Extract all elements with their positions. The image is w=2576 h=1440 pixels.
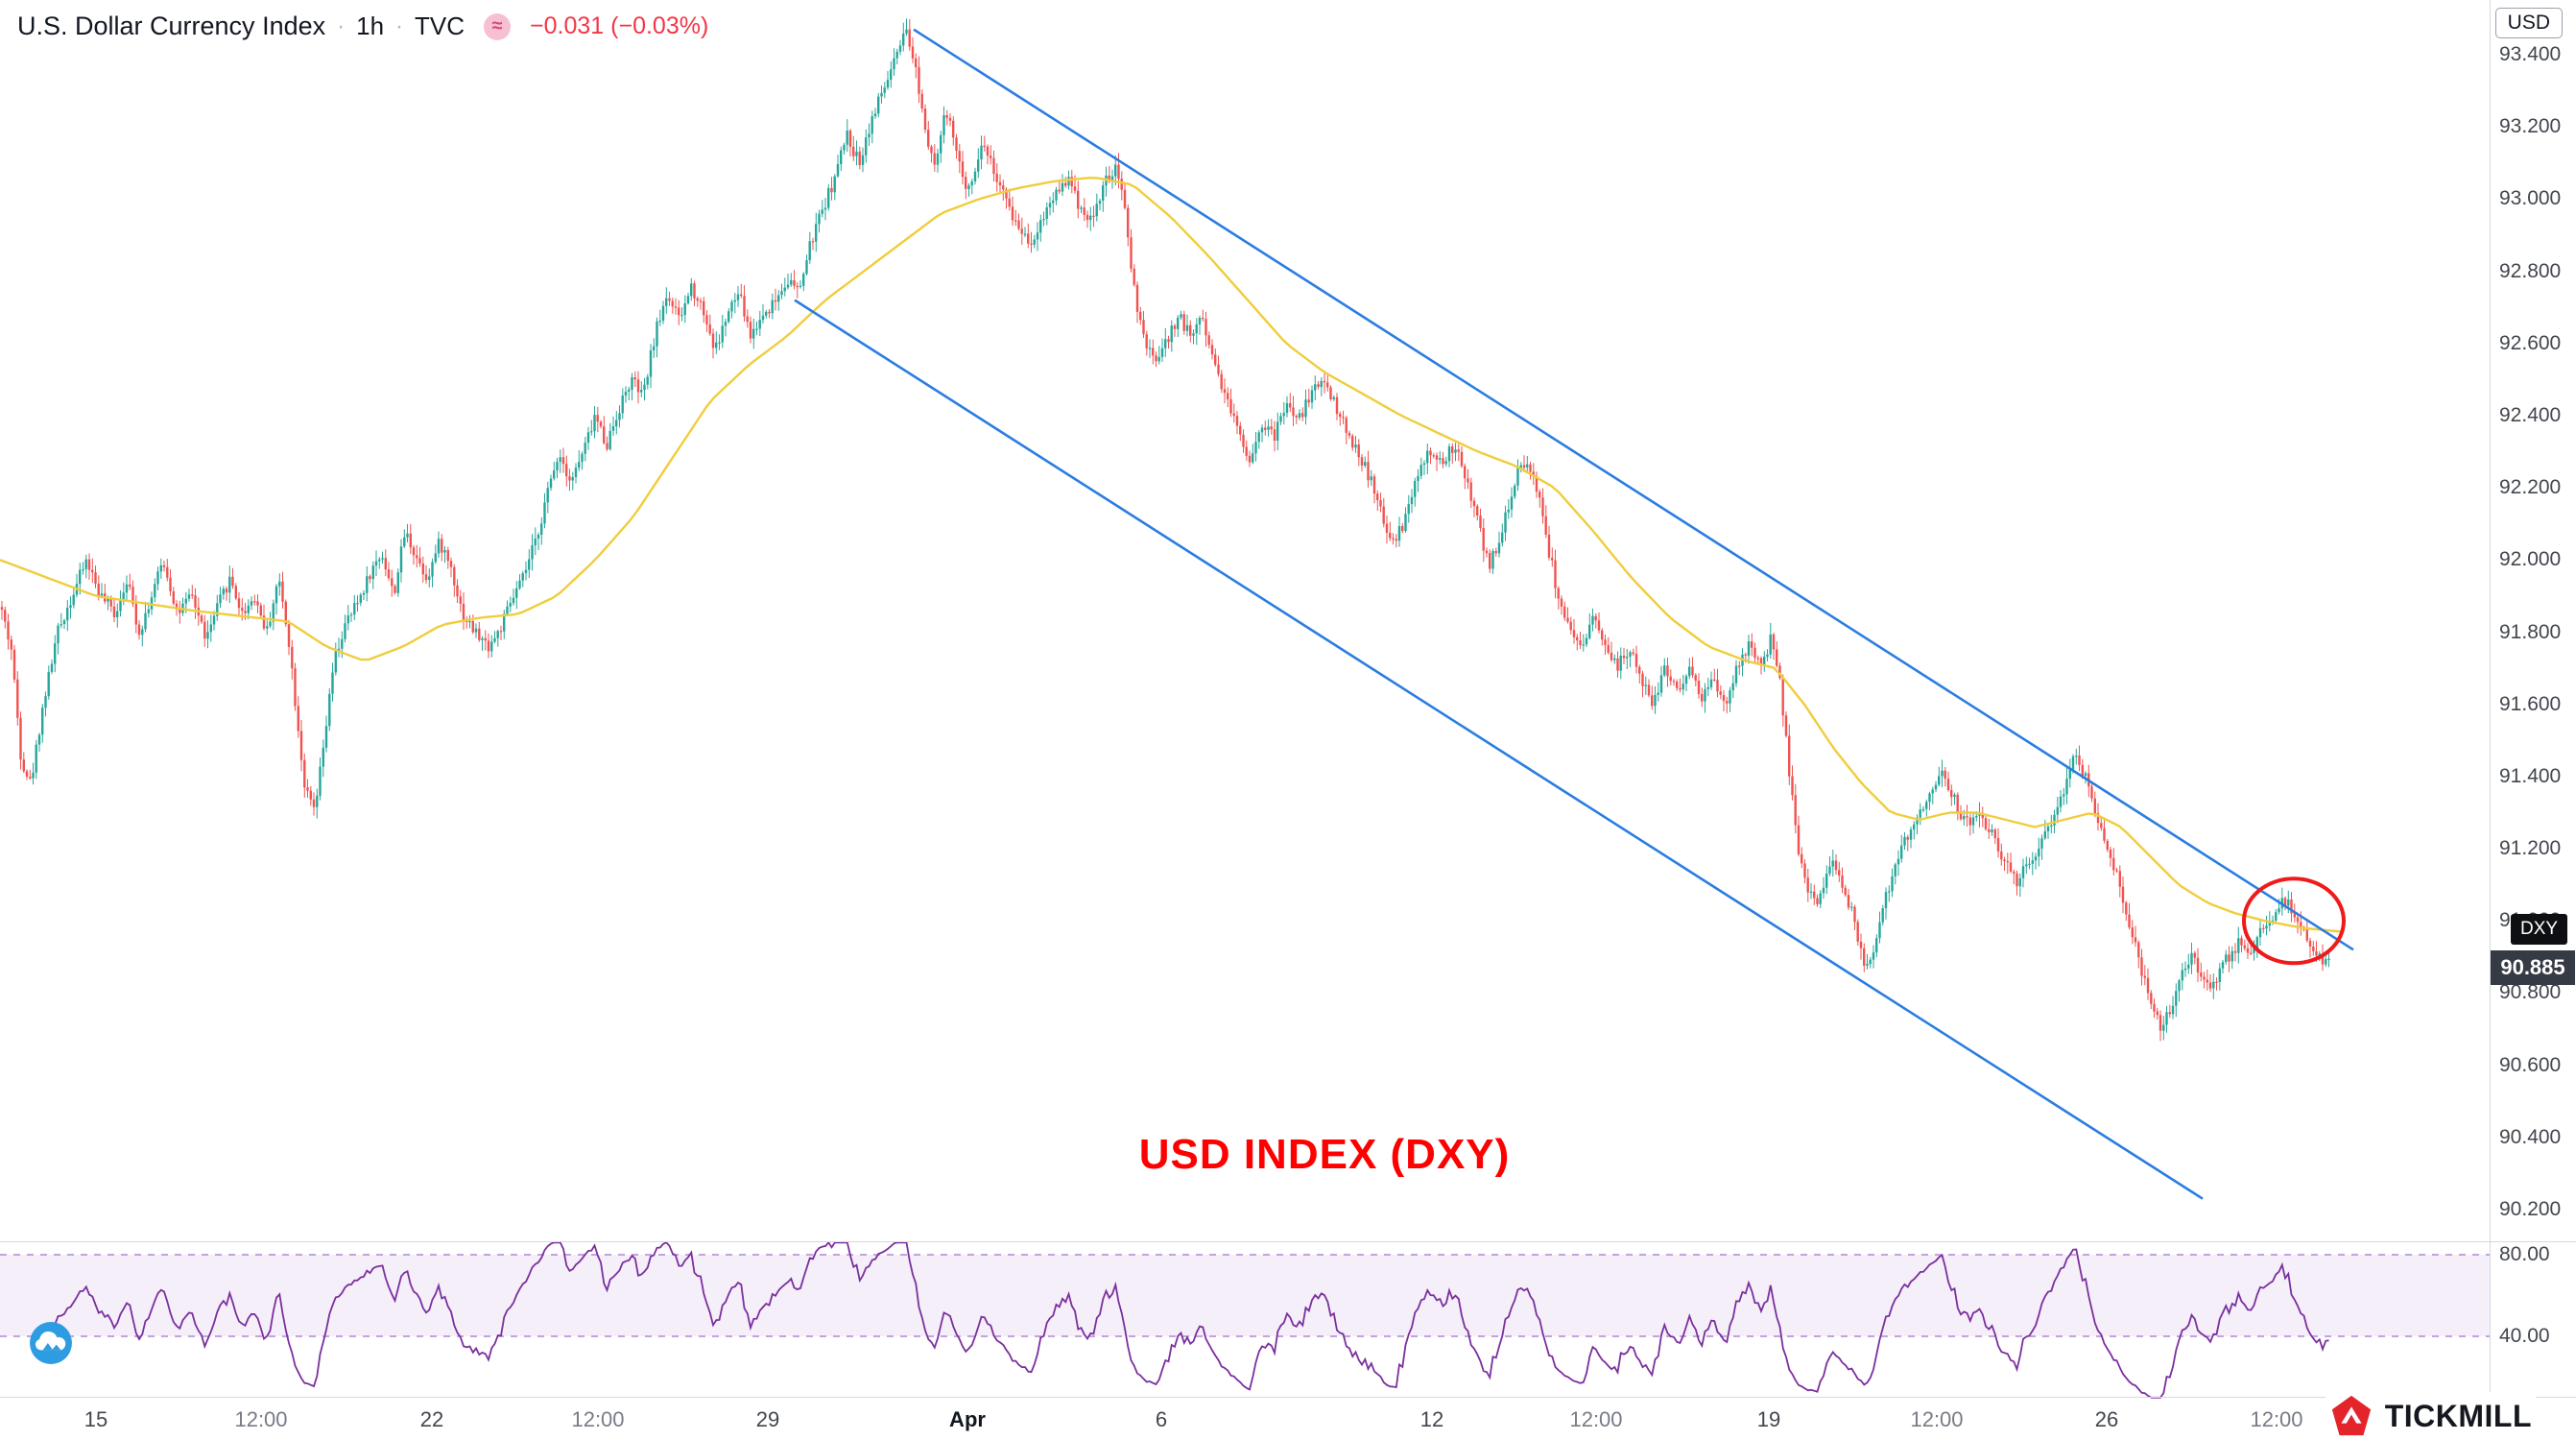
tickmill-wordmark: TICKMILL: [2384, 1398, 2532, 1433]
time-tick-label: 12: [1419, 1407, 1444, 1431]
tickmill-logo[interactable]: TICKMILL: [2325, 1392, 2536, 1440]
symbol-legend: U.S. Dollar Currency Index · 1h · TVC ≈ …: [17, 12, 708, 41]
exchange-label[interactable]: TVC: [415, 12, 465, 40]
time-tick-label: 29: [755, 1407, 780, 1431]
price-tick-label: 92.000: [2499, 548, 2562, 570]
symbol-axis-badge: DXY: [2511, 914, 2568, 945]
price-tick-label: 91.600: [2499, 693, 2562, 715]
price-tick-label: 92.800: [2499, 260, 2562, 282]
price-tick-label: 90.800: [2499, 981, 2562, 1003]
price-tick-label: 90.600: [2499, 1054, 2562, 1076]
tickmill-icon: [2331, 1395, 2371, 1436]
time-tick-label: 12:00: [2250, 1407, 2303, 1431]
legend-separator: ·: [337, 12, 346, 39]
time-tick-label: 22: [419, 1407, 444, 1431]
chart-annotation-text: USD INDEX (DXY): [1138, 1131, 1511, 1178]
last-price-badge: 90.885: [2491, 950, 2575, 985]
time-tick-label: 12:00: [1910, 1407, 1964, 1431]
price-tick-label: 92.400: [2499, 404, 2562, 426]
price-tick-label: 93.200: [2499, 115, 2562, 137]
candle-wicks-down: [1, 19, 2324, 1042]
trendline-upper[interactable]: [913, 28, 2354, 951]
time-tick-label: 26: [2094, 1407, 2119, 1431]
time-tick-label: 15: [83, 1407, 108, 1431]
time-tick-label: 6: [1155, 1407, 1168, 1431]
price-tick-label: 91.200: [2499, 837, 2562, 859]
currency-unit-button[interactable]: USD: [2494, 8, 2563, 38]
price-change-text: −0.031 (−0.03%): [530, 12, 709, 39]
watermark-cloud-logo-icon[interactable]: [29, 1321, 73, 1365]
source-marker-icon[interactable]: ≈: [484, 12, 512, 40]
price-tick-label: 92.600: [2499, 332, 2562, 354]
candle-wicks-up: [33, 18, 2329, 1041]
time-axis[interactable]: 15 12:00 22 12:00 29 Apr 6 12 12:00 19 12:00 26 12:0…: [0, 1398, 2576, 1440]
interval-label[interactable]: 1h: [356, 12, 385, 40]
rsi-tick-label: 40.00: [2499, 1325, 2550, 1347]
rsi-band: [0, 1255, 2490, 1336]
price-tick-label: 91.400: [2499, 765, 2562, 787]
price-tick-label: 90.200: [2499, 1198, 2562, 1220]
time-tick-label: 12:00: [571, 1407, 625, 1431]
time-tick-label: 12:00: [1569, 1407, 1623, 1431]
price-tick-label: 90.400: [2499, 1126, 2562, 1148]
time-tick-label: 19: [1756, 1407, 1781, 1431]
price-tick-label: 91.800: [2499, 621, 2562, 643]
time-tick-label: 12:00: [234, 1407, 288, 1431]
rsi-tick-label: 80.00: [2499, 1243, 2550, 1265]
trendline-lower[interactable]: [794, 299, 2204, 1200]
rsi-line[interactable]: [48, 1240, 2329, 1399]
moving-average-line[interactable]: [0, 177, 2343, 933]
price-axis[interactable]: 93.400 93.200 93.000 92.800 92.600 92.400 92.2…: [2490, 0, 2576, 1397]
time-tick-label: Apr: [949, 1407, 986, 1431]
candle-bodies-down: [0, 29, 2325, 1031]
candle-bodies-up: [32, 29, 2330, 1031]
price-tick-label: 93.400: [2499, 43, 2562, 65]
symbol-title[interactable]: U.S. Dollar Currency Index: [17, 12, 326, 40]
highlight-circle[interactable]: [2242, 876, 2346, 966]
price-tick-label: 93.000: [2499, 187, 2562, 209]
price-tick-label: 92.200: [2499, 476, 2562, 498]
legend-separator: ·: [395, 12, 404, 39]
